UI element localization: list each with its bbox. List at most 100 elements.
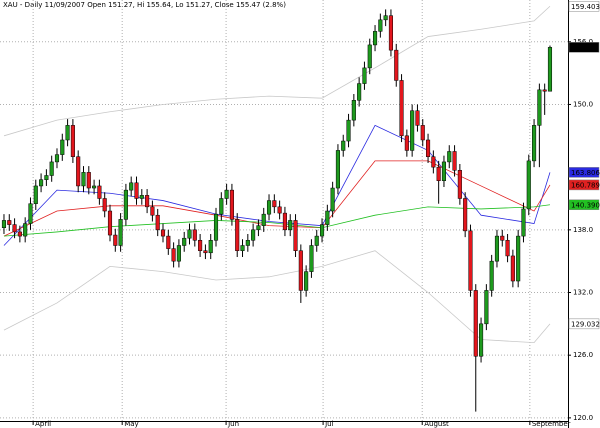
candle-body — [272, 200, 277, 208]
candle-body — [516, 235, 521, 282]
candle-body — [457, 170, 462, 199]
value-label: 155.47 — [571, 44, 596, 52]
candle-body — [378, 19, 383, 32]
chart-title: XAU - Daily 11/09/2007 Open 151.27, Hi 1… — [3, 1, 286, 9]
value-label: 163.806 — [571, 169, 600, 177]
value-label: 160.789 — [571, 181, 600, 189]
candle-body — [187, 229, 192, 239]
candle-body — [251, 229, 256, 241]
candle-body — [65, 125, 70, 141]
value-label-box — [568, 167, 600, 178]
candle-body — [86, 172, 91, 189]
candle-body — [118, 219, 123, 246]
candle-body — [261, 213, 266, 226]
candle-body — [410, 110, 415, 151]
candle-body — [219, 198, 224, 215]
candle-body — [447, 151, 452, 163]
candle-body — [17, 231, 22, 237]
candle-body — [166, 235, 171, 249]
candle-body — [245, 240, 250, 246]
candle-body — [182, 237, 187, 246]
candle-body — [399, 80, 404, 137]
candle-body — [298, 250, 303, 291]
candle-body — [102, 198, 107, 212]
value-label-box — [568, 318, 600, 330]
candle-body — [129, 182, 134, 191]
candle-body — [367, 44, 372, 69]
x-tick-label: May — [124, 420, 138, 428]
candle-body — [346, 119, 351, 142]
overlay-line — [3, 250, 551, 344]
value-label: 159.403 — [571, 3, 600, 11]
candle-body — [526, 160, 531, 210]
candle-body — [240, 245, 245, 251]
candle-body — [319, 224, 325, 237]
candle-body — [224, 189, 229, 199]
candle-body — [97, 185, 102, 199]
candle-body — [463, 198, 468, 232]
candle-body — [537, 89, 542, 126]
candle-body — [44, 175, 49, 180]
value-label-box — [568, 1, 600, 12]
x-tick-label: Jun — [227, 420, 239, 428]
candle-body — [145, 195, 150, 208]
candle-body — [357, 83, 362, 101]
candle-body — [288, 220, 293, 231]
candle-body — [372, 31, 378, 46]
candle-body — [60, 139, 65, 155]
candle-body — [404, 135, 409, 151]
candle-body — [213, 213, 219, 241]
candle-body — [489, 260, 494, 291]
candle-body — [415, 110, 420, 126]
candle-body — [12, 224, 17, 233]
candle-body — [192, 229, 197, 241]
candle-body — [176, 245, 181, 262]
candle-body — [325, 210, 330, 225]
candle-body — [277, 206, 282, 214]
y-tick-label: 126.0 — [573, 351, 593, 359]
candle-body — [70, 125, 75, 157]
candle-body — [76, 156, 81, 187]
candle-body — [49, 161, 54, 176]
candle-body — [256, 225, 261, 231]
candle-body — [107, 210, 113, 236]
value-label-box — [568, 179, 600, 191]
value-label: 140.390 — [571, 201, 600, 209]
candle-body — [479, 323, 484, 357]
y-tick-label: 132.0 — [573, 289, 593, 297]
candle-body — [33, 185, 38, 204]
candle-body — [23, 223, 28, 237]
value-label-box — [568, 42, 600, 53]
candle-body — [282, 212, 287, 231]
candle-body — [341, 140, 346, 151]
candle-body — [351, 100, 356, 121]
candle-body — [155, 214, 160, 231]
candle-body — [532, 125, 537, 162]
y-tick-label: 120.0 — [573, 414, 593, 422]
candle-body — [1, 220, 7, 228]
candle-body — [330, 187, 335, 212]
value-label: 129.032 — [571, 320, 600, 328]
candle-body — [473, 290, 478, 357]
candle-body — [500, 235, 505, 241]
x-tick-label: April — [35, 420, 51, 428]
candle-body — [309, 245, 314, 272]
candle-body — [171, 248, 176, 262]
candle-body — [314, 235, 319, 246]
candle-body — [150, 206, 155, 216]
value-label-box — [568, 199, 600, 211]
candle-body — [510, 255, 515, 282]
x-tick-label: Jul — [324, 420, 334, 428]
candle-body — [521, 208, 526, 237]
y-tick-label: 156.0 — [573, 38, 593, 46]
candle-body — [208, 240, 213, 254]
candle-body — [7, 220, 12, 225]
candle-body — [388, 15, 393, 51]
candle-body — [441, 161, 447, 181]
candle-body — [113, 234, 118, 246]
candle-body — [383, 15, 388, 21]
candle-body — [505, 240, 510, 257]
candle-body — [335, 150, 340, 189]
